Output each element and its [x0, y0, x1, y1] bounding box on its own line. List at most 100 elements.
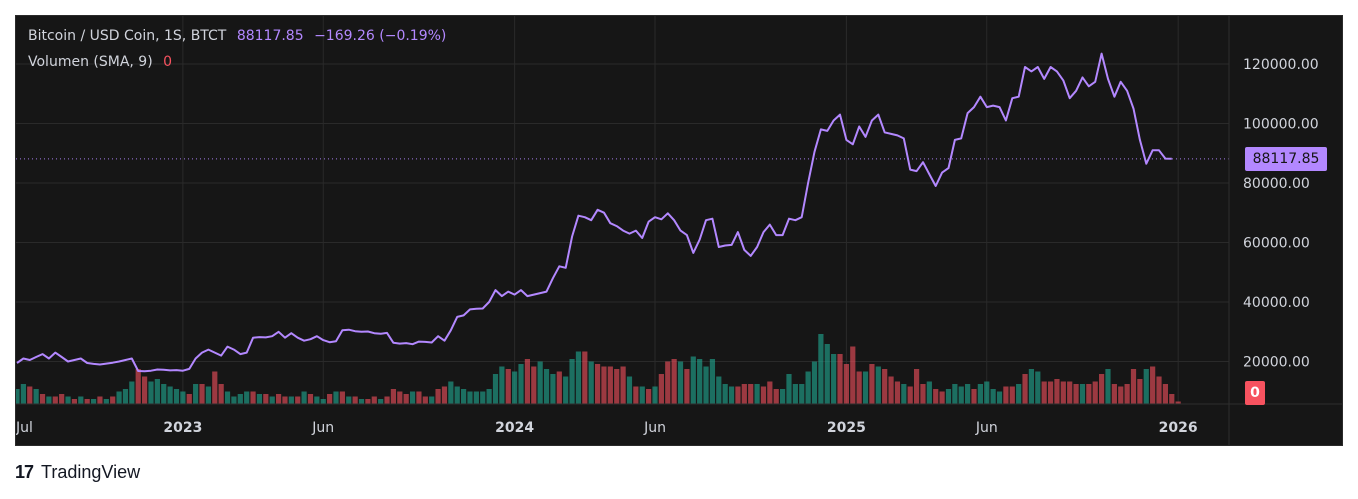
- volume-bar: [422, 396, 428, 404]
- volume-legend[interactable]: Volumen (SMA, 9) 0: [28, 54, 178, 70]
- volume-bar: [550, 374, 556, 404]
- x-tick-label: 2023: [163, 420, 202, 436]
- volume-bar: [154, 379, 160, 404]
- volume-bar: [231, 396, 237, 404]
- volume-bar: [237, 394, 243, 404]
- volume-bar: [901, 384, 907, 404]
- volume-bar: [161, 384, 167, 404]
- volume-bar: [103, 399, 109, 404]
- volume-bar: [429, 396, 435, 404]
- volume-bar: [837, 354, 843, 404]
- volume-bar: [224, 391, 231, 404]
- volume-bar: [409, 391, 416, 404]
- volume-bar: [805, 371, 811, 404]
- volume-bar: [920, 384, 926, 404]
- volume-bar: [84, 399, 90, 404]
- volume-bar: [1130, 369, 1137, 404]
- volume-bar: [633, 386, 639, 404]
- volume-bar: [327, 394, 333, 404]
- volume-bar: [569, 359, 575, 404]
- volume-bar: [1054, 379, 1060, 404]
- volume-bar: [556, 371, 562, 404]
- volume-bar: [454, 386, 460, 404]
- volume-bar: [658, 374, 664, 404]
- volume-bar: [448, 381, 454, 404]
- volume-bar: [716, 376, 722, 404]
- volume-bar: [862, 371, 869, 404]
- symbol-legend[interactable]: Bitcoin / USD Coin, 1S, BTCT 88117.85 −1…: [28, 28, 452, 44]
- volume-bar: [1060, 381, 1066, 404]
- volume-bar: [582, 351, 588, 404]
- y-tick-label: 80000.00: [1243, 176, 1310, 192]
- volume-bar: [78, 396, 84, 404]
- volume-bar: [339, 391, 345, 404]
- volume-bar: [46, 396, 52, 404]
- volume-bar: [173, 389, 180, 404]
- volume-bar: [263, 394, 269, 404]
- last-price: 88117.85: [236, 28, 304, 44]
- y-tick-label: 60000.00: [1243, 236, 1310, 252]
- volume-bar: [575, 351, 582, 404]
- volume-indicator-value: 0: [163, 54, 173, 70]
- volume-bar: [690, 356, 696, 404]
- tradingview-attribution[interactable]: 17 TradingView: [15, 460, 140, 484]
- volume-bar: [269, 396, 275, 404]
- volume-bar: [20, 384, 26, 404]
- volume-bar: [314, 396, 320, 404]
- volume-bar: [71, 399, 78, 404]
- volume-bar: [199, 384, 205, 404]
- volume-bar: [594, 364, 601, 404]
- volume-bar: [378, 399, 384, 404]
- volume-bar: [441, 386, 448, 404]
- volume-bar: [850, 346, 856, 404]
- volume-bar: [256, 394, 263, 404]
- volume-bar: [563, 376, 569, 404]
- x-tick-label: 2026: [1159, 420, 1198, 436]
- volume-bar: [697, 359, 703, 404]
- volume-bar: [480, 391, 486, 404]
- volume-bar: [16, 389, 20, 404]
- volume-bar: [365, 399, 371, 404]
- volume-bar: [965, 384, 971, 404]
- volume-bar: [754, 384, 760, 404]
- volume-bar: [1124, 384, 1130, 404]
- grid-lines: [16, 16, 1229, 404]
- chart-panel[interactable]: 120000.00 100000.00 80000.00 60000.00 40000.…: [15, 15, 1343, 446]
- volume-bar: [875, 366, 881, 404]
- volume-bar: [180, 391, 186, 404]
- volume-bar: [90, 399, 97, 404]
- chart-canvas[interactable]: 120000.00 100000.00 80000.00 60000.00 40000.…: [16, 16, 1342, 445]
- volume-axis-label: 0: [1245, 381, 1265, 405]
- volume-bar: [735, 386, 741, 404]
- volume-bar: [894, 381, 901, 404]
- volume-bar: [499, 366, 505, 404]
- tradingview-logo-icon: 17: [15, 461, 34, 482]
- volume-bar: [39, 394, 46, 404]
- volume-bar: [486, 389, 492, 404]
- symbol-name: Bitcoin / USD Coin, 1S, BTCT: [28, 28, 227, 44]
- volume-bar: [607, 366, 613, 404]
- volume-bar: [741, 384, 747, 404]
- volume-bar: [1162, 384, 1168, 404]
- volume-bar: [984, 381, 990, 404]
- volume-bars: [16, 334, 1181, 404]
- volume-bar: [97, 396, 103, 404]
- volume-bar: [116, 391, 122, 404]
- price-line-layer: [16, 52, 1229, 373]
- volume-bar: [882, 369, 888, 404]
- volume-bar: [1105, 369, 1111, 404]
- volume-bar: [1003, 386, 1009, 404]
- volume-bar: [384, 396, 390, 404]
- volume-bar: [244, 391, 250, 404]
- volume-bar: [639, 386, 645, 404]
- volume-bar: [939, 391, 945, 404]
- volume-bar: [824, 344, 830, 404]
- volume-bar: [33, 389, 39, 404]
- volume-bar: [601, 366, 607, 404]
- x-tick-label: Jun: [311, 420, 334, 436]
- volume-bar: [1067, 381, 1073, 404]
- volume-bar: [282, 396, 288, 404]
- volume-bar: [1143, 369, 1149, 404]
- volume-bar: [390, 389, 397, 404]
- volume-bar: [933, 389, 939, 404]
